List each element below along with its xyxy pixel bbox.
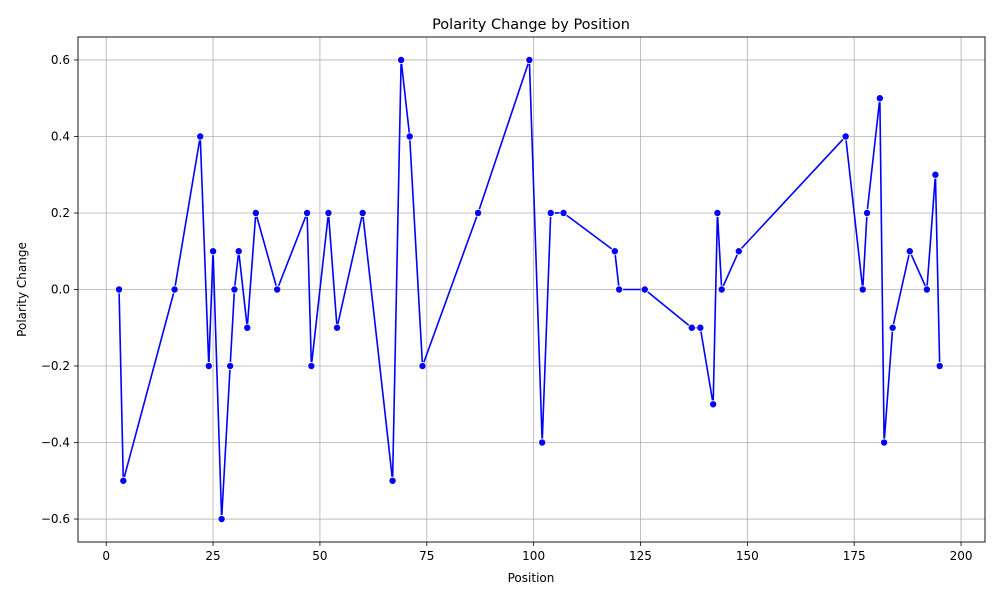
data-point xyxy=(196,132,205,141)
y-axis-label: Polarity Change xyxy=(15,242,29,337)
x-tick-label: 125 xyxy=(629,549,652,563)
x-tick-label: 150 xyxy=(736,549,759,563)
data-point xyxy=(841,132,850,141)
data-point xyxy=(615,285,624,294)
data-point xyxy=(204,362,213,371)
data-point xyxy=(709,400,718,409)
data-point xyxy=(418,362,427,371)
data-point xyxy=(875,94,884,103)
data-point xyxy=(358,208,367,217)
data-point xyxy=(696,323,705,332)
y-tick-label: −0.2 xyxy=(41,359,70,373)
data-point xyxy=(858,285,867,294)
y-tick-label: −0.4 xyxy=(41,436,70,450)
data-point xyxy=(333,323,342,332)
data-point xyxy=(119,476,128,485)
x-axis-label: Position xyxy=(508,571,555,585)
data-point xyxy=(324,208,333,217)
series-line xyxy=(118,59,941,520)
data-point xyxy=(525,55,534,64)
data-point xyxy=(226,362,235,371)
y-tick-label: −0.6 xyxy=(41,512,70,526)
x-tick-label: 75 xyxy=(419,549,434,563)
data-point xyxy=(905,247,914,256)
data-point xyxy=(610,247,619,256)
data-point xyxy=(559,208,568,217)
data-point xyxy=(209,247,218,256)
y-tick-label: 0.6 xyxy=(51,53,70,67)
data-point xyxy=(888,323,897,332)
data-point xyxy=(217,515,226,524)
data-point xyxy=(863,208,872,217)
data-point xyxy=(931,170,940,179)
x-tick-label: 175 xyxy=(843,549,866,563)
data-point xyxy=(935,362,944,371)
data-point xyxy=(243,323,252,332)
data-point xyxy=(230,285,239,294)
data-point xyxy=(640,285,649,294)
data-point xyxy=(397,55,406,64)
data-point xyxy=(115,285,124,294)
series-group xyxy=(115,55,944,524)
data-point xyxy=(474,208,483,217)
data-point xyxy=(388,476,397,485)
data-point xyxy=(717,285,726,294)
x-tick-label: 50 xyxy=(312,549,327,563)
y-tick-label: 0.4 xyxy=(51,129,70,143)
axis-ticks: 0 25 50 75 100 125 150 175 200 −0.6 −0.4 −0.2 0.0 0.2… xyxy=(41,53,973,563)
data-point xyxy=(273,285,282,294)
data-point xyxy=(922,285,931,294)
y-tick-label: 0.0 xyxy=(51,283,70,297)
data-point xyxy=(734,247,743,256)
chart-title: Polarity Change by Position xyxy=(432,17,630,33)
data-point xyxy=(303,208,312,217)
data-point xyxy=(880,438,889,447)
data-point xyxy=(307,362,316,371)
data-point xyxy=(234,247,243,256)
data-point xyxy=(538,438,547,447)
data-point xyxy=(687,323,696,332)
x-tick-label: 100 xyxy=(522,549,545,563)
data-point xyxy=(546,208,555,217)
y-tick-label: 0.2 xyxy=(51,206,70,220)
data-point xyxy=(713,208,722,217)
x-tick-label: 25 xyxy=(205,549,220,563)
data-point xyxy=(170,285,179,294)
data-point xyxy=(405,132,414,141)
data-point xyxy=(251,208,260,217)
x-tick-label: 0 xyxy=(102,549,110,563)
x-tick-label: 200 xyxy=(950,549,973,563)
